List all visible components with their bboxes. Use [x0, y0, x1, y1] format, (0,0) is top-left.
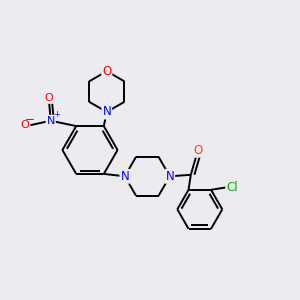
Text: O: O: [45, 93, 54, 103]
Text: +: +: [53, 110, 59, 118]
Text: −: −: [25, 113, 34, 126]
Text: N: N: [46, 116, 55, 126]
Text: N: N: [102, 106, 111, 118]
Text: O: O: [102, 65, 111, 78]
Text: O: O: [194, 144, 202, 157]
Text: Cl: Cl: [226, 181, 238, 194]
Text: N: N: [165, 170, 174, 183]
Text: O: O: [20, 120, 29, 130]
Text: N: N: [120, 170, 129, 183]
